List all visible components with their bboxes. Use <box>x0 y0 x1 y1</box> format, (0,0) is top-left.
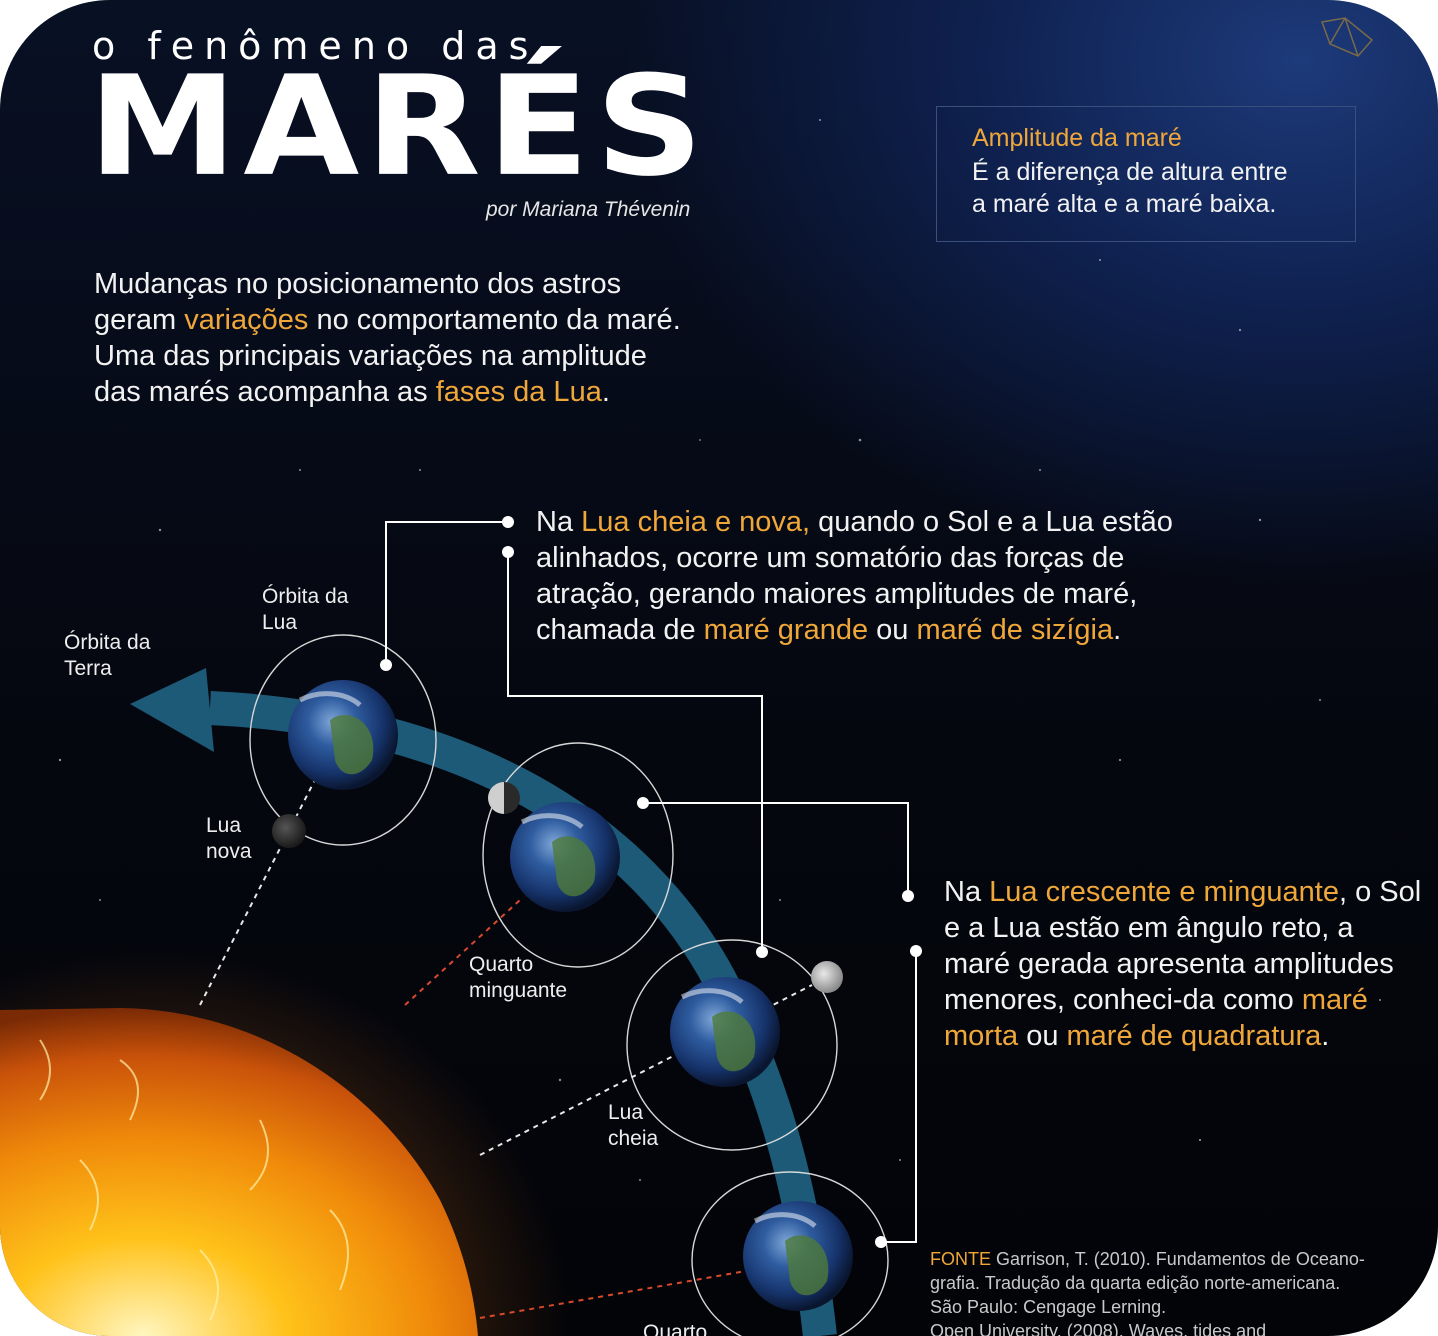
definition-line-1: É a diferença de altura entre <box>972 158 1288 186</box>
source-credits: FONTE Garrison, T. (2010). Fundamentos d… <box>930 1247 1438 1336</box>
moon-orbit-4 <box>691 1171 889 1336</box>
intro-text: das marés acompanha as <box>94 376 436 408</box>
callout-highlight: maré grande <box>703 614 869 646</box>
definition-text: É a diferença de altura entre a maré alt… <box>972 156 1287 220</box>
connector-new-moon <box>385 521 508 665</box>
label-third-quarter: Quarto minguante <box>469 952 567 1004</box>
callout-text: , o Sol e a Lua estão em ângulo reto, a … <box>944 876 1422 1016</box>
third-quarter-moon-icon <box>488 782 520 814</box>
earth-orbit-arrow-body <box>209 691 837 1336</box>
intro-highlight: fases da Lua <box>435 376 602 408</box>
sunline-new-moon <box>199 769 321 1006</box>
earth-3 <box>670 977 780 1087</box>
connector-first-quarter <box>881 951 917 1243</box>
intro-paragraph: Mudanças no posicionamento dos astros ge… <box>94 266 774 410</box>
callout-highlight: maré de quadratura <box>1066 1020 1322 1052</box>
definition-title: Amplitude da maré <box>972 124 1182 152</box>
intro-text: geram <box>94 304 185 336</box>
label-line: minguante <box>469 979 568 1002</box>
callout-text: ou <box>868 614 917 646</box>
callout-highlight: Lua crescente e minguante <box>989 876 1339 908</box>
definition-line-2: a maré alta e a maré baixa. <box>972 190 1277 218</box>
page-subtitle: o fenômeno das <box>92 24 539 68</box>
source-label: FONTE <box>930 1249 991 1269</box>
sunline-first-quarter <box>479 1264 781 1319</box>
syzygy-callout: Na Lua cheia e nova, quando o Sol e a Lu… <box>536 504 1236 648</box>
label-line: Terra <box>64 657 112 680</box>
label-first-quarter: Quarto <box>643 1320 707 1336</box>
definition-box <box>936 106 1356 242</box>
label-line: Órbita da <box>262 585 349 608</box>
star-field <box>58 119 1381 1181</box>
intro-text: no comportamento da maré. <box>308 304 681 336</box>
callout-highlight: Lua cheia e nova, <box>581 506 811 538</box>
callout-highlight: maré morta <box>944 984 1368 1052</box>
callout-text: . <box>1321 1020 1330 1052</box>
intro-line-4: das marés acompanha as fases da Lua. <box>94 374 774 410</box>
label-full-moon: Lua cheia <box>608 1100 658 1152</box>
callout-highlight: maré de sizígia <box>916 614 1114 646</box>
connector-full-moon <box>507 552 763 952</box>
intro-line-1: Mudanças no posicionamento dos astros <box>94 268 622 300</box>
earth-1 <box>288 680 398 790</box>
earth-4 <box>743 1201 853 1311</box>
callout-text: Na <box>536 506 582 538</box>
label-line: cheia <box>608 1127 659 1150</box>
moon-orbit-1 <box>249 634 437 846</box>
moon-orbit-3 <box>626 939 838 1151</box>
earth-2 <box>510 802 620 912</box>
callout-text: ou <box>1018 1020 1067 1052</box>
connector-third-quarter <box>643 802 909 896</box>
source-line-1: FONTE Garrison, T. (2010). Fundamentos d… <box>930 1247 1438 1271</box>
moon-orbit-2 <box>482 742 674 968</box>
label-line: Lua <box>262 611 298 634</box>
intro-highlight: variações <box>184 304 309 336</box>
intro-text: . <box>601 376 610 408</box>
callout-text: Na <box>944 876 990 908</box>
corner-logo-icon <box>1320 17 1374 57</box>
earth-orbit-arrow-head <box>130 668 214 752</box>
label-earth-orbit: Órbita da Terra <box>64 630 150 682</box>
author-credit: por Mariana Thévenin <box>486 198 691 221</box>
source-line-2: grafia. Tradução da quarta edição norte-… <box>930 1273 1341 1293</box>
full-moon-icon <box>811 961 843 993</box>
quadrature-callout: Na Lua crescente e minguante, o Sol e a … <box>944 874 1424 1054</box>
label-new-moon: Lua nova <box>206 813 252 865</box>
page-title: MARÉS <box>88 46 710 208</box>
new-moon-icon <box>272 814 306 848</box>
intro-line-3: Uma das principais variações na amplitud… <box>94 340 647 372</box>
sun-flares <box>39 1039 349 1321</box>
source-line-3: São Paulo: Cengage Lerning. <box>930 1297 1167 1317</box>
label-line: Quarto <box>469 953 534 976</box>
source-line-4: Open University. (2008). Waves, tides an… <box>930 1321 1267 1336</box>
intro-line-2: geram variações no comportamento da maré… <box>94 302 774 338</box>
label-line: Lua <box>206 814 242 837</box>
label-line: Órbita da <box>64 631 151 654</box>
label-line: Quarto <box>643 1321 708 1336</box>
label-line: Lua <box>608 1101 644 1124</box>
source-text: Garrison, T. (2010). Fundamentos de Ocea… <box>991 1249 1365 1269</box>
label-line: nova <box>206 840 252 863</box>
sun-icon <box>0 1008 478 1336</box>
label-moon-orbit: Órbita da Lua <box>262 584 348 636</box>
callout-text: . <box>1113 614 1122 646</box>
callout-text: quando o Sol e a Lua estão alinhados, oc… <box>536 506 1173 646</box>
